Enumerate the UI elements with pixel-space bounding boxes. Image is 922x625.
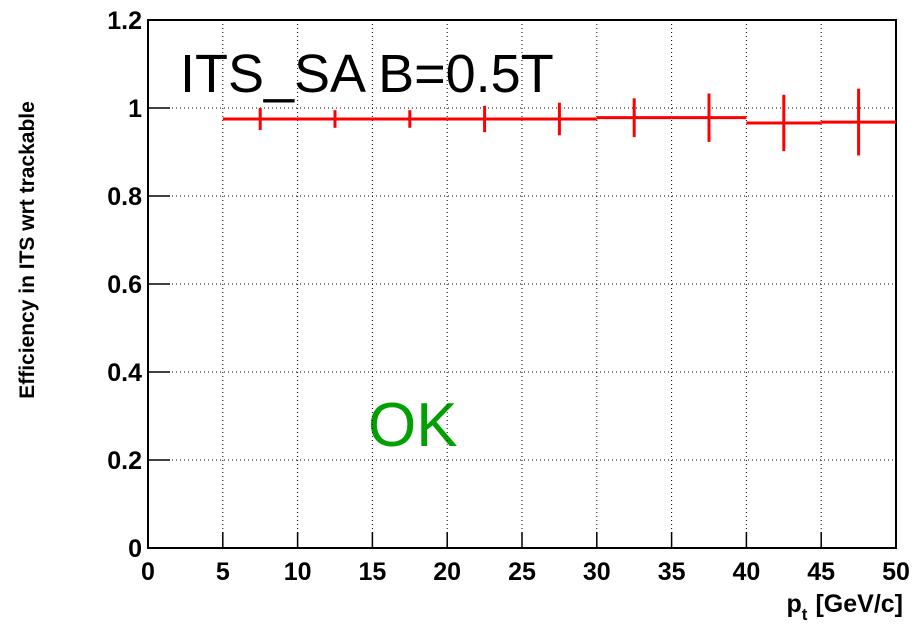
x-tick-label: 45 [807, 558, 835, 586]
x-axis-label-unit: [GeV/c] [815, 590, 903, 618]
x-axis-label-main: p [787, 590, 802, 618]
chart-title: ITS_SA B=0.5T [180, 44, 554, 104]
x-tick-label: 0 [141, 558, 155, 586]
x-tick-label: 40 [732, 558, 760, 586]
y-tick-label: 1.2 [107, 7, 142, 35]
x-tick-label: 30 [583, 558, 611, 586]
x-tick-label: 35 [658, 558, 686, 586]
y-tick-label: 0.4 [107, 359, 142, 387]
y-tick-label: 1 [128, 95, 142, 123]
x-axis-label: pt [GeV/c] [787, 590, 903, 624]
x-tick-label: 20 [433, 558, 461, 586]
y-axis-label: Efficiency in ITS wrt trackable [16, 101, 39, 399]
y-tick-label: 0.2 [107, 447, 142, 475]
y-tick-label: 0.8 [107, 183, 142, 211]
x-tick-label: 15 [358, 558, 386, 586]
x-tick-label: 25 [508, 558, 536, 586]
plot-frame [147, 19, 897, 549]
annotation: OK [368, 391, 458, 460]
x-axis-label-sub: t [802, 605, 808, 624]
y-tick-label: 0.6 [107, 271, 142, 299]
x-tick-label: 50 [882, 558, 910, 586]
x-tick-label: 10 [284, 558, 312, 586]
y-tick-label: 0 [128, 535, 142, 563]
x-tick-label: 5 [216, 558, 230, 586]
